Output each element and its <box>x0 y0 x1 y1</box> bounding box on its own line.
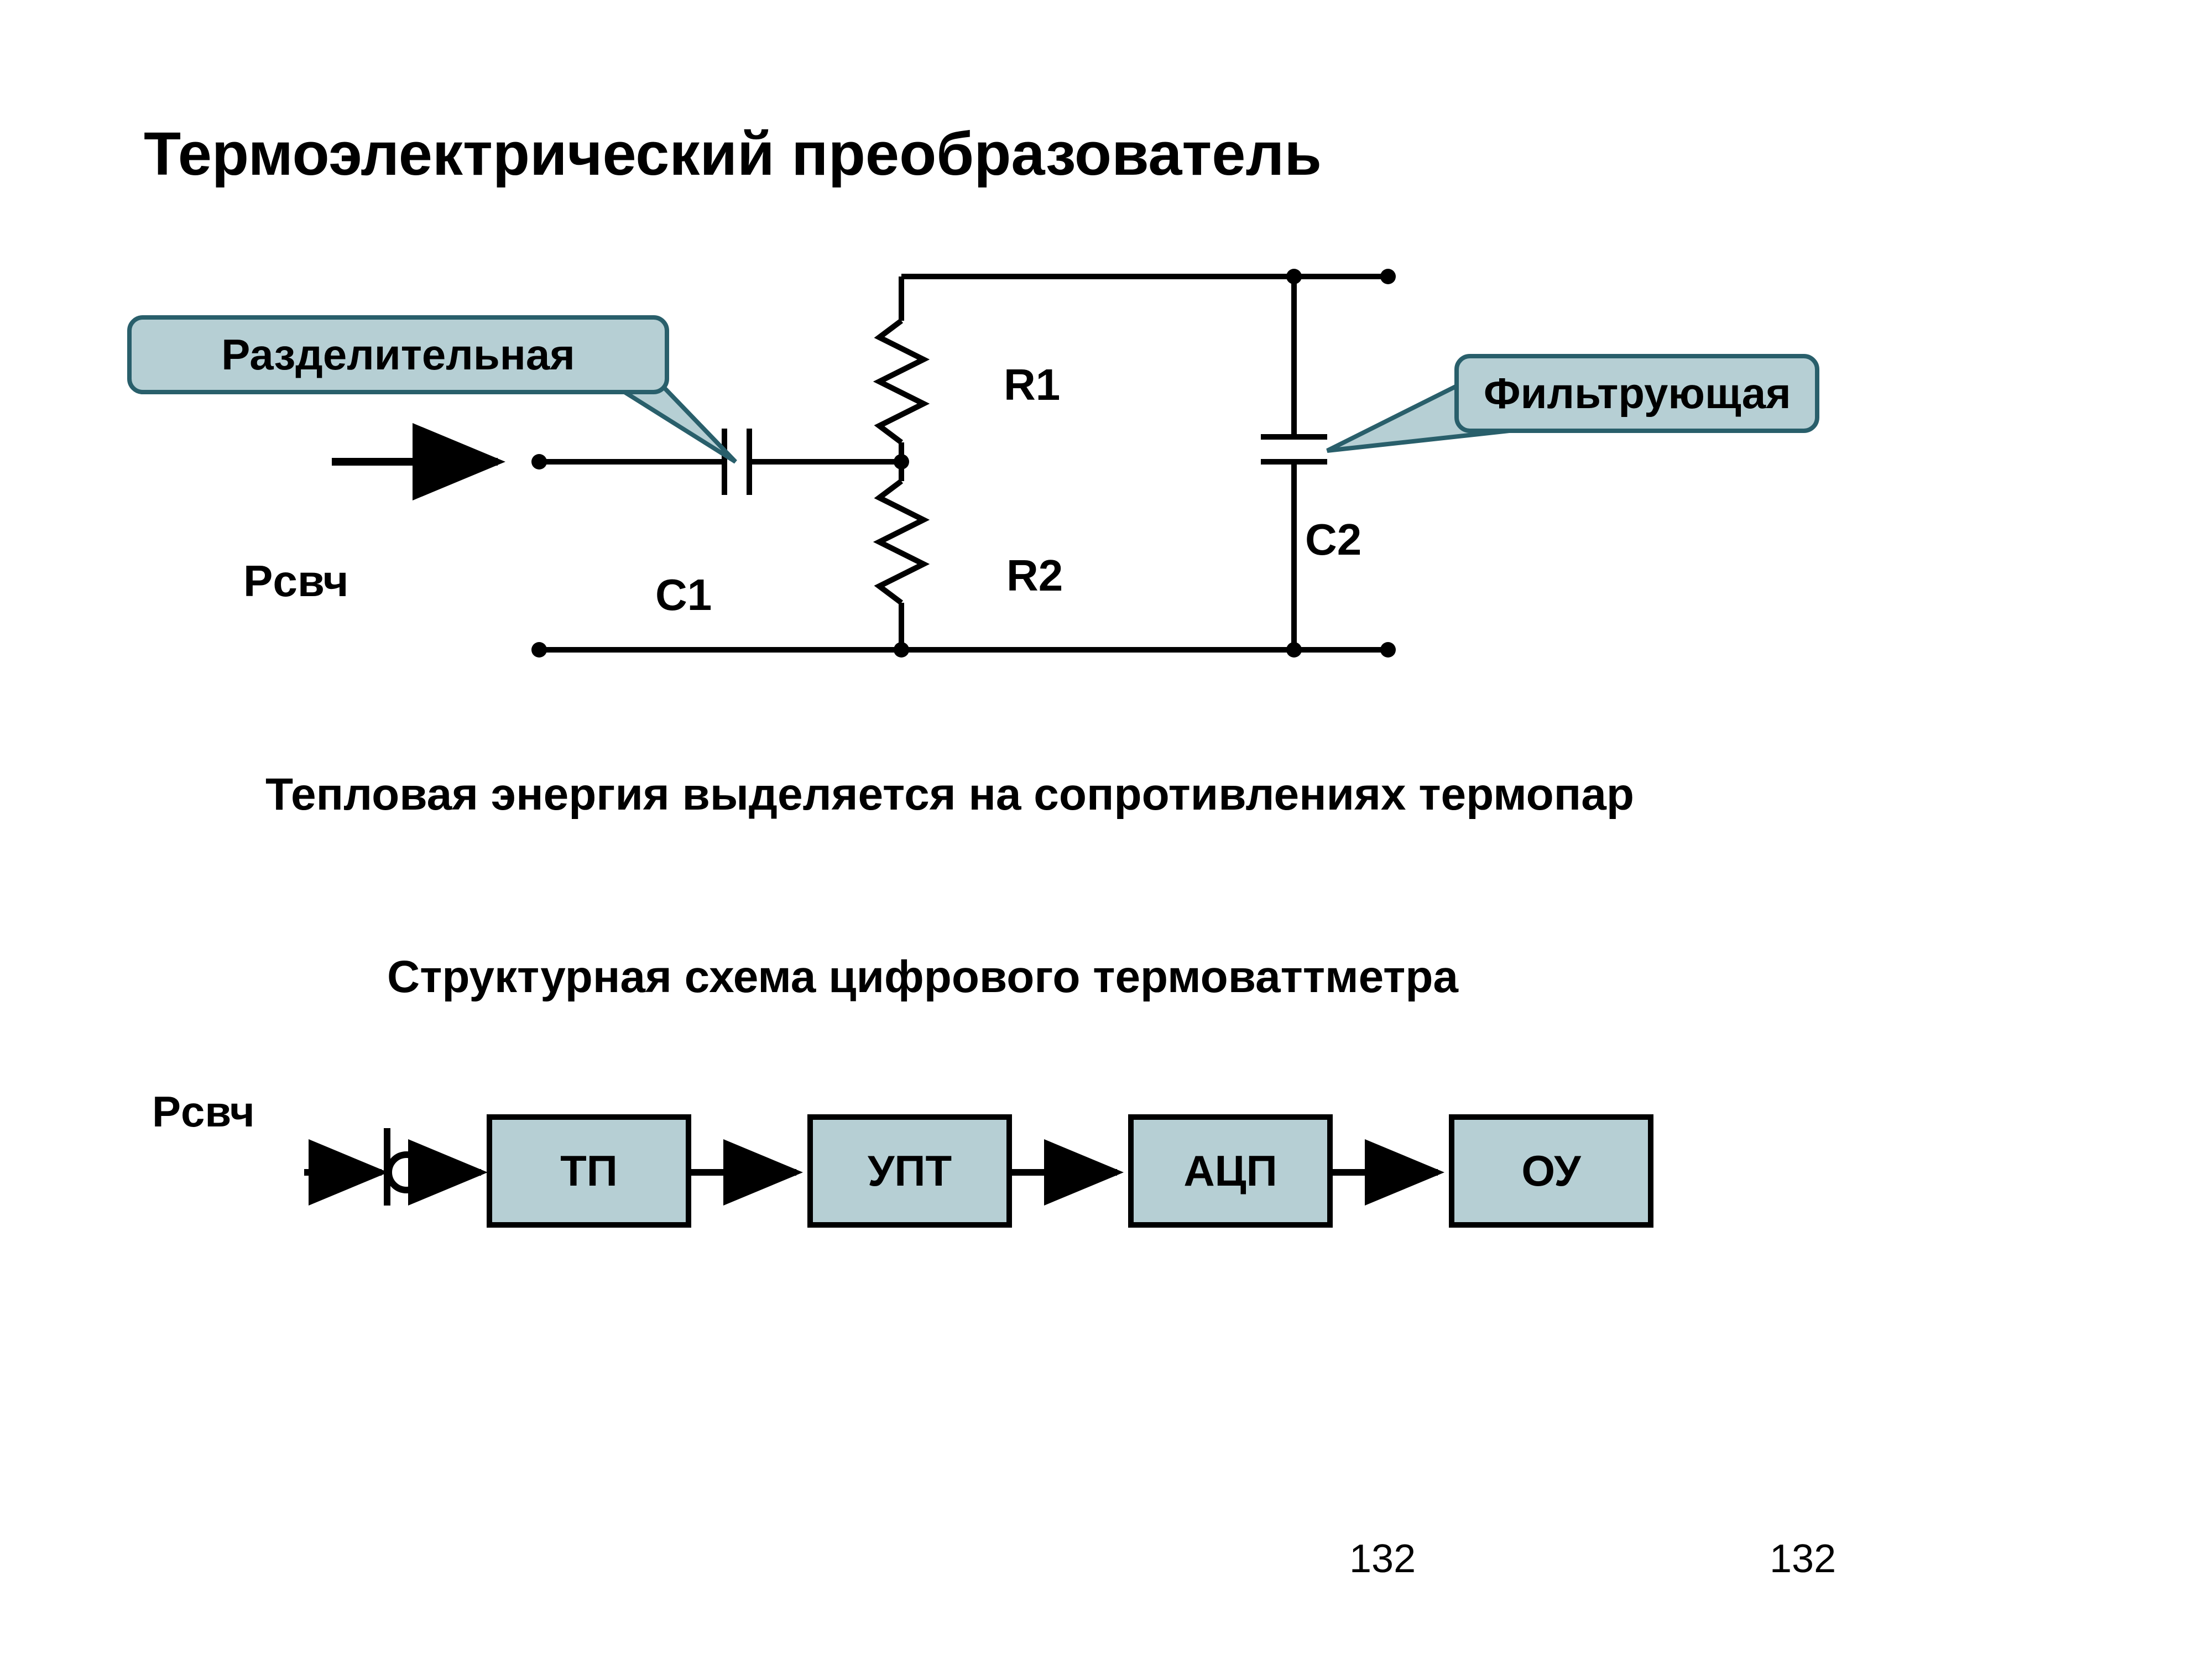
label-c2: C2 <box>1305 514 1361 565</box>
callout-left: Разделительная <box>127 315 669 394</box>
block-acp: АЦП <box>1128 1114 1333 1228</box>
page-title: Термоэлектрический преобразователь <box>144 119 1322 189</box>
label-c1: C1 <box>655 570 712 620</box>
label-r1: R1 <box>1004 359 1060 410</box>
caption-block: Структурная схема цифрового термоваттмет… <box>387 951 1458 1003</box>
label-rsvch-1: Рсвч <box>243 556 348 607</box>
callout-right: Фильтрующая <box>1454 354 1819 433</box>
block-tp: ТП <box>487 1114 691 1228</box>
diagram-svg <box>0 0 2212 1659</box>
page-number-right: 132 <box>1770 1536 1836 1582</box>
label-rsvch-2: Рсвч <box>152 1087 255 1137</box>
block-upt: УПТ <box>807 1114 1012 1228</box>
caption-thermal: Тепловая энергия выделяется на сопротивл… <box>265 769 1634 821</box>
page-number-center: 132 <box>1349 1536 1416 1582</box>
block-ou: ОУ <box>1449 1114 1653 1228</box>
label-r2: R2 <box>1006 550 1063 601</box>
